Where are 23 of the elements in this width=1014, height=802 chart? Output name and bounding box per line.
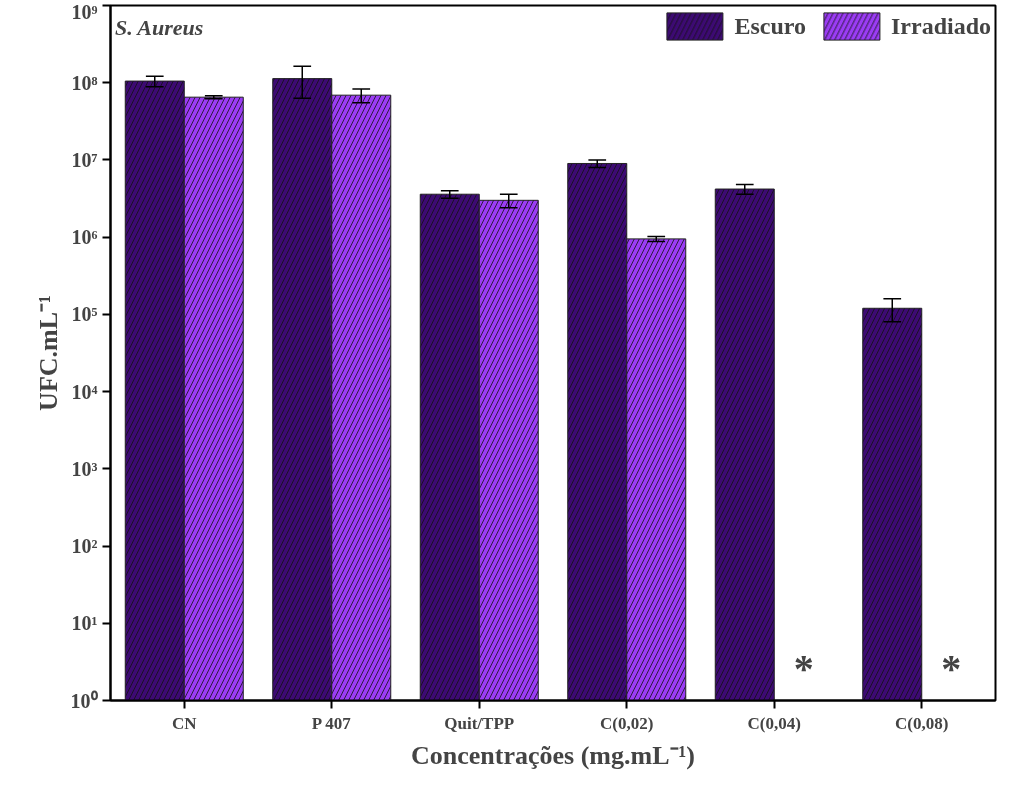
y-tick-label: 10⁵ (71, 303, 98, 326)
y-tick-label: 10⁸ (71, 71, 98, 94)
annotation: * (941, 645, 962, 691)
legend-label: Irradiado (890, 12, 991, 40)
y-tick-label: 10³ (71, 457, 98, 480)
x-tick-label: P 407 (311, 713, 352, 733)
y-tick-label: 10⁹ (71, 0, 98, 23)
y-tick-label: 10¹ (71, 612, 98, 635)
x-tick-label: C(0,02) (600, 713, 654, 733)
x-tick-label: Quit/TPP (444, 713, 515, 733)
y-tick-label: 10⁶ (71, 226, 98, 249)
x-tick-label: CN (171, 713, 198, 733)
legend-label: Escuro (734, 12, 806, 40)
chart-title: S. Aureus (114, 14, 204, 40)
x-tick-label: C(0,04) (747, 713, 801, 733)
x-axis-title: Concentrações (mg.mL⁻¹) (411, 740, 695, 770)
x-tick-label: C(0,08) (895, 713, 949, 733)
y-tick-label: 10⁰ (70, 689, 98, 712)
y-tick-label: 10⁴ (71, 380, 98, 403)
y-axis-title: UFC.mL⁻¹ (33, 295, 63, 411)
annotation: * (793, 645, 814, 691)
y-tick-label: 10⁷ (71, 148, 98, 171)
y-tick-label: 10² (71, 535, 98, 558)
